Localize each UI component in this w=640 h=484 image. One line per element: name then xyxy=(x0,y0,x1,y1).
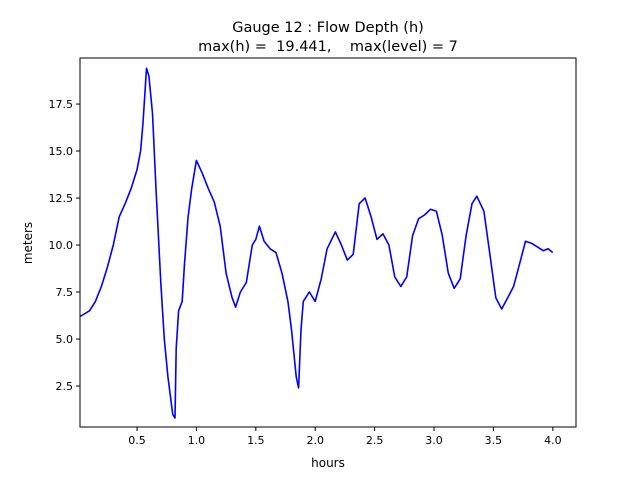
x-tick-label: 1.5 xyxy=(247,434,265,447)
y-tick-label: 15.0 xyxy=(49,145,74,158)
x-tick-label: 3.5 xyxy=(485,434,503,447)
chart-subtitle: max(h) = 19.441, max(level) = 7 xyxy=(198,39,458,55)
x-tick-label: 3.0 xyxy=(425,434,443,447)
x-axis-label: hours xyxy=(311,456,345,470)
y-tick-label: 2.5 xyxy=(56,380,74,393)
x-tick-label: 1.0 xyxy=(188,434,206,447)
x-tick-label: 4.0 xyxy=(544,434,562,447)
chart-title: Gauge 12 : Flow Depth (h) xyxy=(232,20,424,36)
series-line-h xyxy=(79,67,554,419)
y-tick-label: 7.5 xyxy=(56,286,74,299)
x-tick-label: 2.5 xyxy=(366,434,384,447)
y-tick-label: 17.5 xyxy=(49,98,74,111)
y-axis-label: meters xyxy=(21,222,35,264)
y-tick-label: 5.0 xyxy=(56,333,74,346)
y-ticks: 2.5 5.0 7.5 10.0 12.5 15.0 17.5 xyxy=(49,98,80,393)
y-tick-label: 10.0 xyxy=(49,239,74,252)
x-ticks: 0.5 1.0 1.5 2.0 2.5 3.0 3.5 4.0 xyxy=(128,427,562,447)
x-tick-label: 2.0 xyxy=(306,434,324,447)
y-tick-label: 12.5 xyxy=(49,192,74,205)
plot-area xyxy=(79,67,554,419)
axes-frame xyxy=(79,57,577,428)
x-tick-label: 0.5 xyxy=(128,434,146,447)
